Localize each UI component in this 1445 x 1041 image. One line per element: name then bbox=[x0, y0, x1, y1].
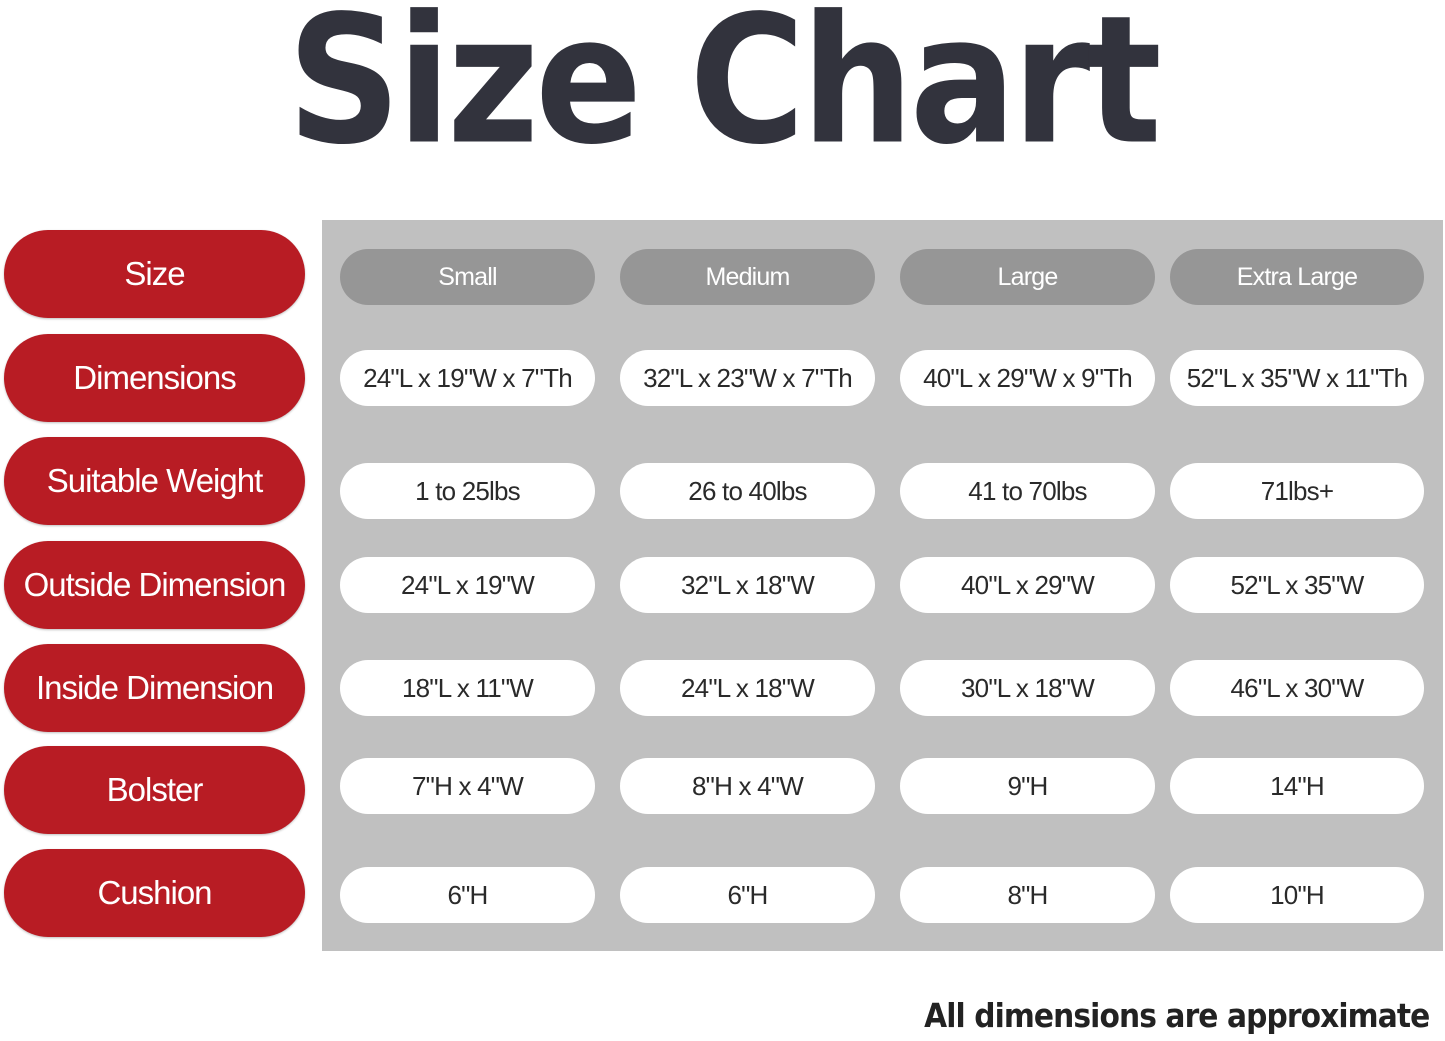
table-cell: 6"H bbox=[620, 867, 875, 923]
table-cell: 14"H bbox=[1170, 758, 1424, 814]
row-label: Inside Dimension bbox=[4, 644, 305, 732]
table-cell: 40"L x 29"W x 9"Th bbox=[900, 350, 1155, 406]
table-cell: 71lbs+ bbox=[1170, 463, 1424, 519]
table-cell: 26 to 40lbs bbox=[620, 463, 875, 519]
table-cell: 24"L x 18"W bbox=[620, 660, 875, 716]
row-label: Bolster bbox=[4, 746, 305, 834]
table-cell: 6"H bbox=[340, 867, 595, 923]
table-cell: 9"H bbox=[900, 758, 1155, 814]
row-label: Cushion bbox=[4, 849, 305, 937]
table-cell: 40"L x 29"W bbox=[900, 557, 1155, 613]
column-header: Large bbox=[900, 249, 1155, 305]
table-cell: 24"L x 19"W x 7"Th bbox=[340, 350, 595, 406]
row-label: Suitable Weight bbox=[4, 437, 305, 525]
row-label: Size bbox=[4, 230, 305, 318]
table-cell: 10"H bbox=[1170, 867, 1424, 923]
footnote: All dimensions are approximate bbox=[923, 996, 1430, 1035]
table-cell: 30"L x 18"W bbox=[900, 660, 1155, 716]
table-cell: 32"L x 18"W bbox=[620, 557, 875, 613]
row-label: Outside Dimension bbox=[4, 541, 305, 629]
column-header: Extra Large bbox=[1170, 249, 1424, 305]
table-cell: 7"H x 4"W bbox=[340, 758, 595, 814]
row-label: Dimensions bbox=[4, 334, 305, 422]
table-cell: 18"L x 11"W bbox=[340, 660, 595, 716]
column-header: Medium bbox=[620, 249, 875, 305]
table-cell: 52"L x 35"W x 11"Th bbox=[1170, 350, 1424, 406]
table-cell: 8"H x 4"W bbox=[620, 758, 875, 814]
column-header: Small bbox=[340, 249, 595, 305]
table-cell: 24"L x 19"W bbox=[340, 557, 595, 613]
page-title: Size Chart bbox=[287, 0, 1162, 185]
table-cell: 46"L x 30"W bbox=[1170, 660, 1424, 716]
table-cell: 52"L x 35"W bbox=[1170, 557, 1424, 613]
table-cell: 8"H bbox=[900, 867, 1155, 923]
table-cell: 1 to 25lbs bbox=[340, 463, 595, 519]
table-cell: 32"L x 23"W x 7"Th bbox=[620, 350, 875, 406]
table-cell: 41 to 70lbs bbox=[900, 463, 1155, 519]
